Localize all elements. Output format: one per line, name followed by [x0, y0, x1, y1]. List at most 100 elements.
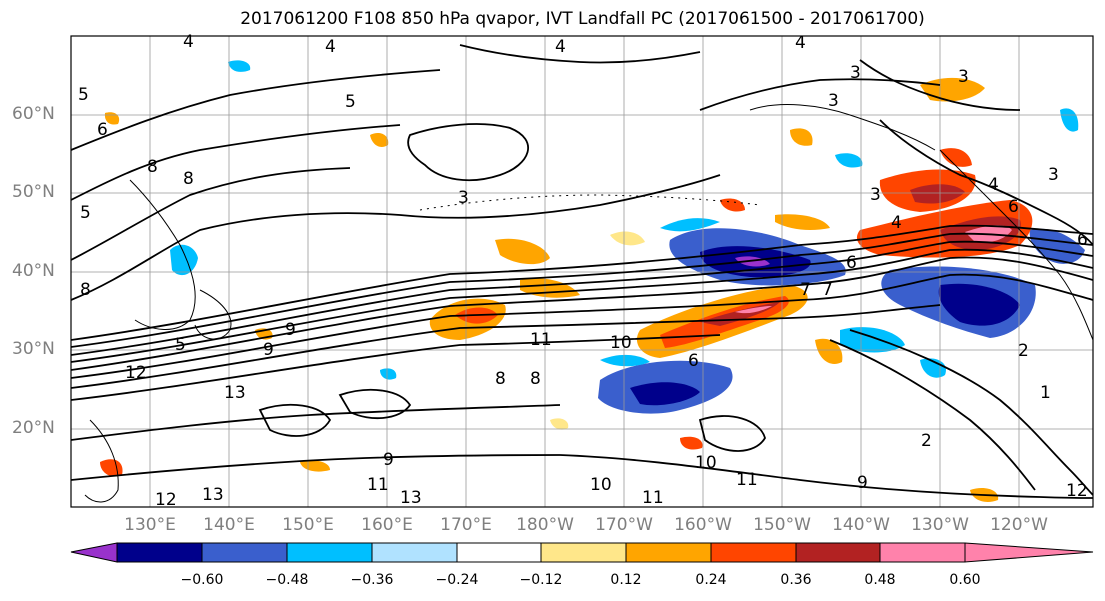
map-frame: [70, 35, 1094, 508]
anomaly-pos-1d: [735, 306, 772, 314]
colorbar-segment: [371, 542, 458, 563]
colorbar-extend-left-arrow: [70, 542, 118, 563]
lat-label: 60°N: [12, 104, 55, 124]
anomaly-pos-4: [520, 278, 580, 298]
lon-label: 120°W: [990, 515, 1048, 535]
anomaly-pos-10: [775, 214, 830, 230]
lon-label: 150°W: [753, 515, 811, 535]
lon-label: 140°E: [203, 515, 255, 535]
contour-label: 5: [78, 85, 89, 105]
contour-label: 6: [1008, 197, 1019, 217]
contour-label: 3: [870, 185, 881, 205]
anomaly-pos-3: [495, 238, 550, 265]
lat-label: 50°N: [12, 182, 55, 202]
contour-label: 8: [530, 369, 541, 389]
lon-label: 160°W: [674, 515, 732, 535]
anomaly-pos-7b: [910, 184, 965, 204]
colorbar-tick-label: 0.12: [610, 572, 642, 588]
colorbar-segment: [625, 542, 712, 563]
contour-label: 4: [325, 37, 336, 57]
contour-label: 11: [642, 488, 664, 508]
contour-label: 8: [147, 157, 158, 177]
contour-label: 12: [1066, 481, 1088, 501]
contour-label: 11: [736, 470, 758, 490]
anomaly-pos-9: [920, 77, 985, 102]
anomaly-pos-11: [720, 198, 745, 212]
colorbar-segment: [879, 542, 966, 563]
contour-label: 6: [97, 120, 108, 140]
lon-label: 180°W: [516, 515, 574, 535]
contour-label: 7: [800, 280, 811, 300]
anomaly-neg-8: [380, 368, 397, 380]
contour-label: 6: [1077, 230, 1088, 250]
colorbar-segment: [540, 542, 627, 563]
anomaly-neg-9: [920, 358, 946, 378]
anomaly-pos-21: [550, 418, 569, 430]
anomaly-neg-1d: [660, 218, 720, 232]
contour-label: 10: [590, 475, 612, 495]
anomaly-pos-12: [790, 128, 813, 146]
contour-label: 13: [400, 488, 422, 508]
colorbar-tick-label: −0.12: [519, 572, 563, 588]
contour-label: 4: [795, 33, 806, 53]
contour-label: 8: [495, 369, 506, 389]
contour-label: 11: [530, 330, 552, 350]
colorbar-tick-label: −0.60: [180, 572, 224, 588]
anomaly-neg-6: [835, 153, 863, 168]
lon-label: 140°W: [832, 515, 890, 535]
anomaly-pos-8: [940, 148, 972, 167]
contour-label: 4: [183, 32, 194, 52]
anomaly-pos-16: [100, 459, 123, 477]
colorbar-tick-label: 0.36: [780, 572, 812, 588]
contour-label: 10: [610, 333, 632, 353]
contour-label: 6: [846, 253, 857, 273]
contour-label: 3: [828, 91, 839, 111]
contour-label: 5: [175, 335, 186, 355]
anomaly-pos-15: [300, 460, 330, 472]
contour-label: 8: [80, 280, 91, 300]
colorbar-tick-label: −0.24: [435, 572, 479, 588]
anomaly-neg-3b: [630, 382, 700, 406]
contour-label: 3: [458, 188, 469, 208]
anomaly-neg-4: [170, 244, 198, 276]
contour-label: 9: [263, 340, 274, 360]
anomaly-pos-13: [815, 338, 843, 364]
lon-label: 170°W: [595, 515, 653, 535]
contour-label: 4: [988, 175, 999, 195]
colorbar: [70, 542, 1094, 563]
lon-label: 170°E: [440, 515, 492, 535]
anomaly-neg-3c: [600, 354, 650, 367]
contour-label-group: 4 4 5 6 8 8 4 4 3 3 3 3 4 3 6 5 9 9 11 1…: [78, 32, 1088, 510]
contour-label: 8: [183, 169, 194, 189]
colorbar-segment: [710, 542, 797, 563]
lon-label: 130°W: [911, 515, 969, 535]
contour-label: 9: [285, 320, 296, 340]
contour-label: 3: [958, 67, 969, 87]
contour-label: 4: [891, 213, 902, 233]
lon-label: 160°E: [361, 515, 413, 535]
colorbar-segment: [286, 542, 373, 563]
lat-label: 40°N: [12, 261, 55, 281]
colorbar-tick-label: 0.60: [949, 572, 981, 588]
contour-label: 10: [695, 453, 717, 473]
contour-label: 11: [367, 475, 389, 495]
contour-label: 12: [125, 363, 147, 383]
ivt-contours: [71, 44, 1093, 499]
colorbar-segment: [456, 542, 542, 563]
contour-label: 3: [850, 63, 861, 83]
contour-label: 9: [383, 450, 394, 470]
anomaly-pos-5: [610, 231, 645, 246]
colorbar-segment: [116, 542, 203, 563]
contour-label: 4: [555, 37, 566, 57]
lat-label: 20°N: [12, 418, 55, 438]
colorbar-segment: [795, 542, 881, 563]
anomaly-neg-5: [228, 60, 251, 72]
contour-label: 12: [155, 490, 177, 510]
contour-label: 1: [1040, 383, 1051, 403]
contour-label: 9: [857, 473, 868, 493]
contour-label: 3: [1048, 165, 1059, 185]
contour-label: 13: [202, 485, 224, 505]
colorbar-tick-label: −0.36: [350, 572, 394, 588]
colorbar-extend-right-arrow: [964, 542, 1094, 563]
